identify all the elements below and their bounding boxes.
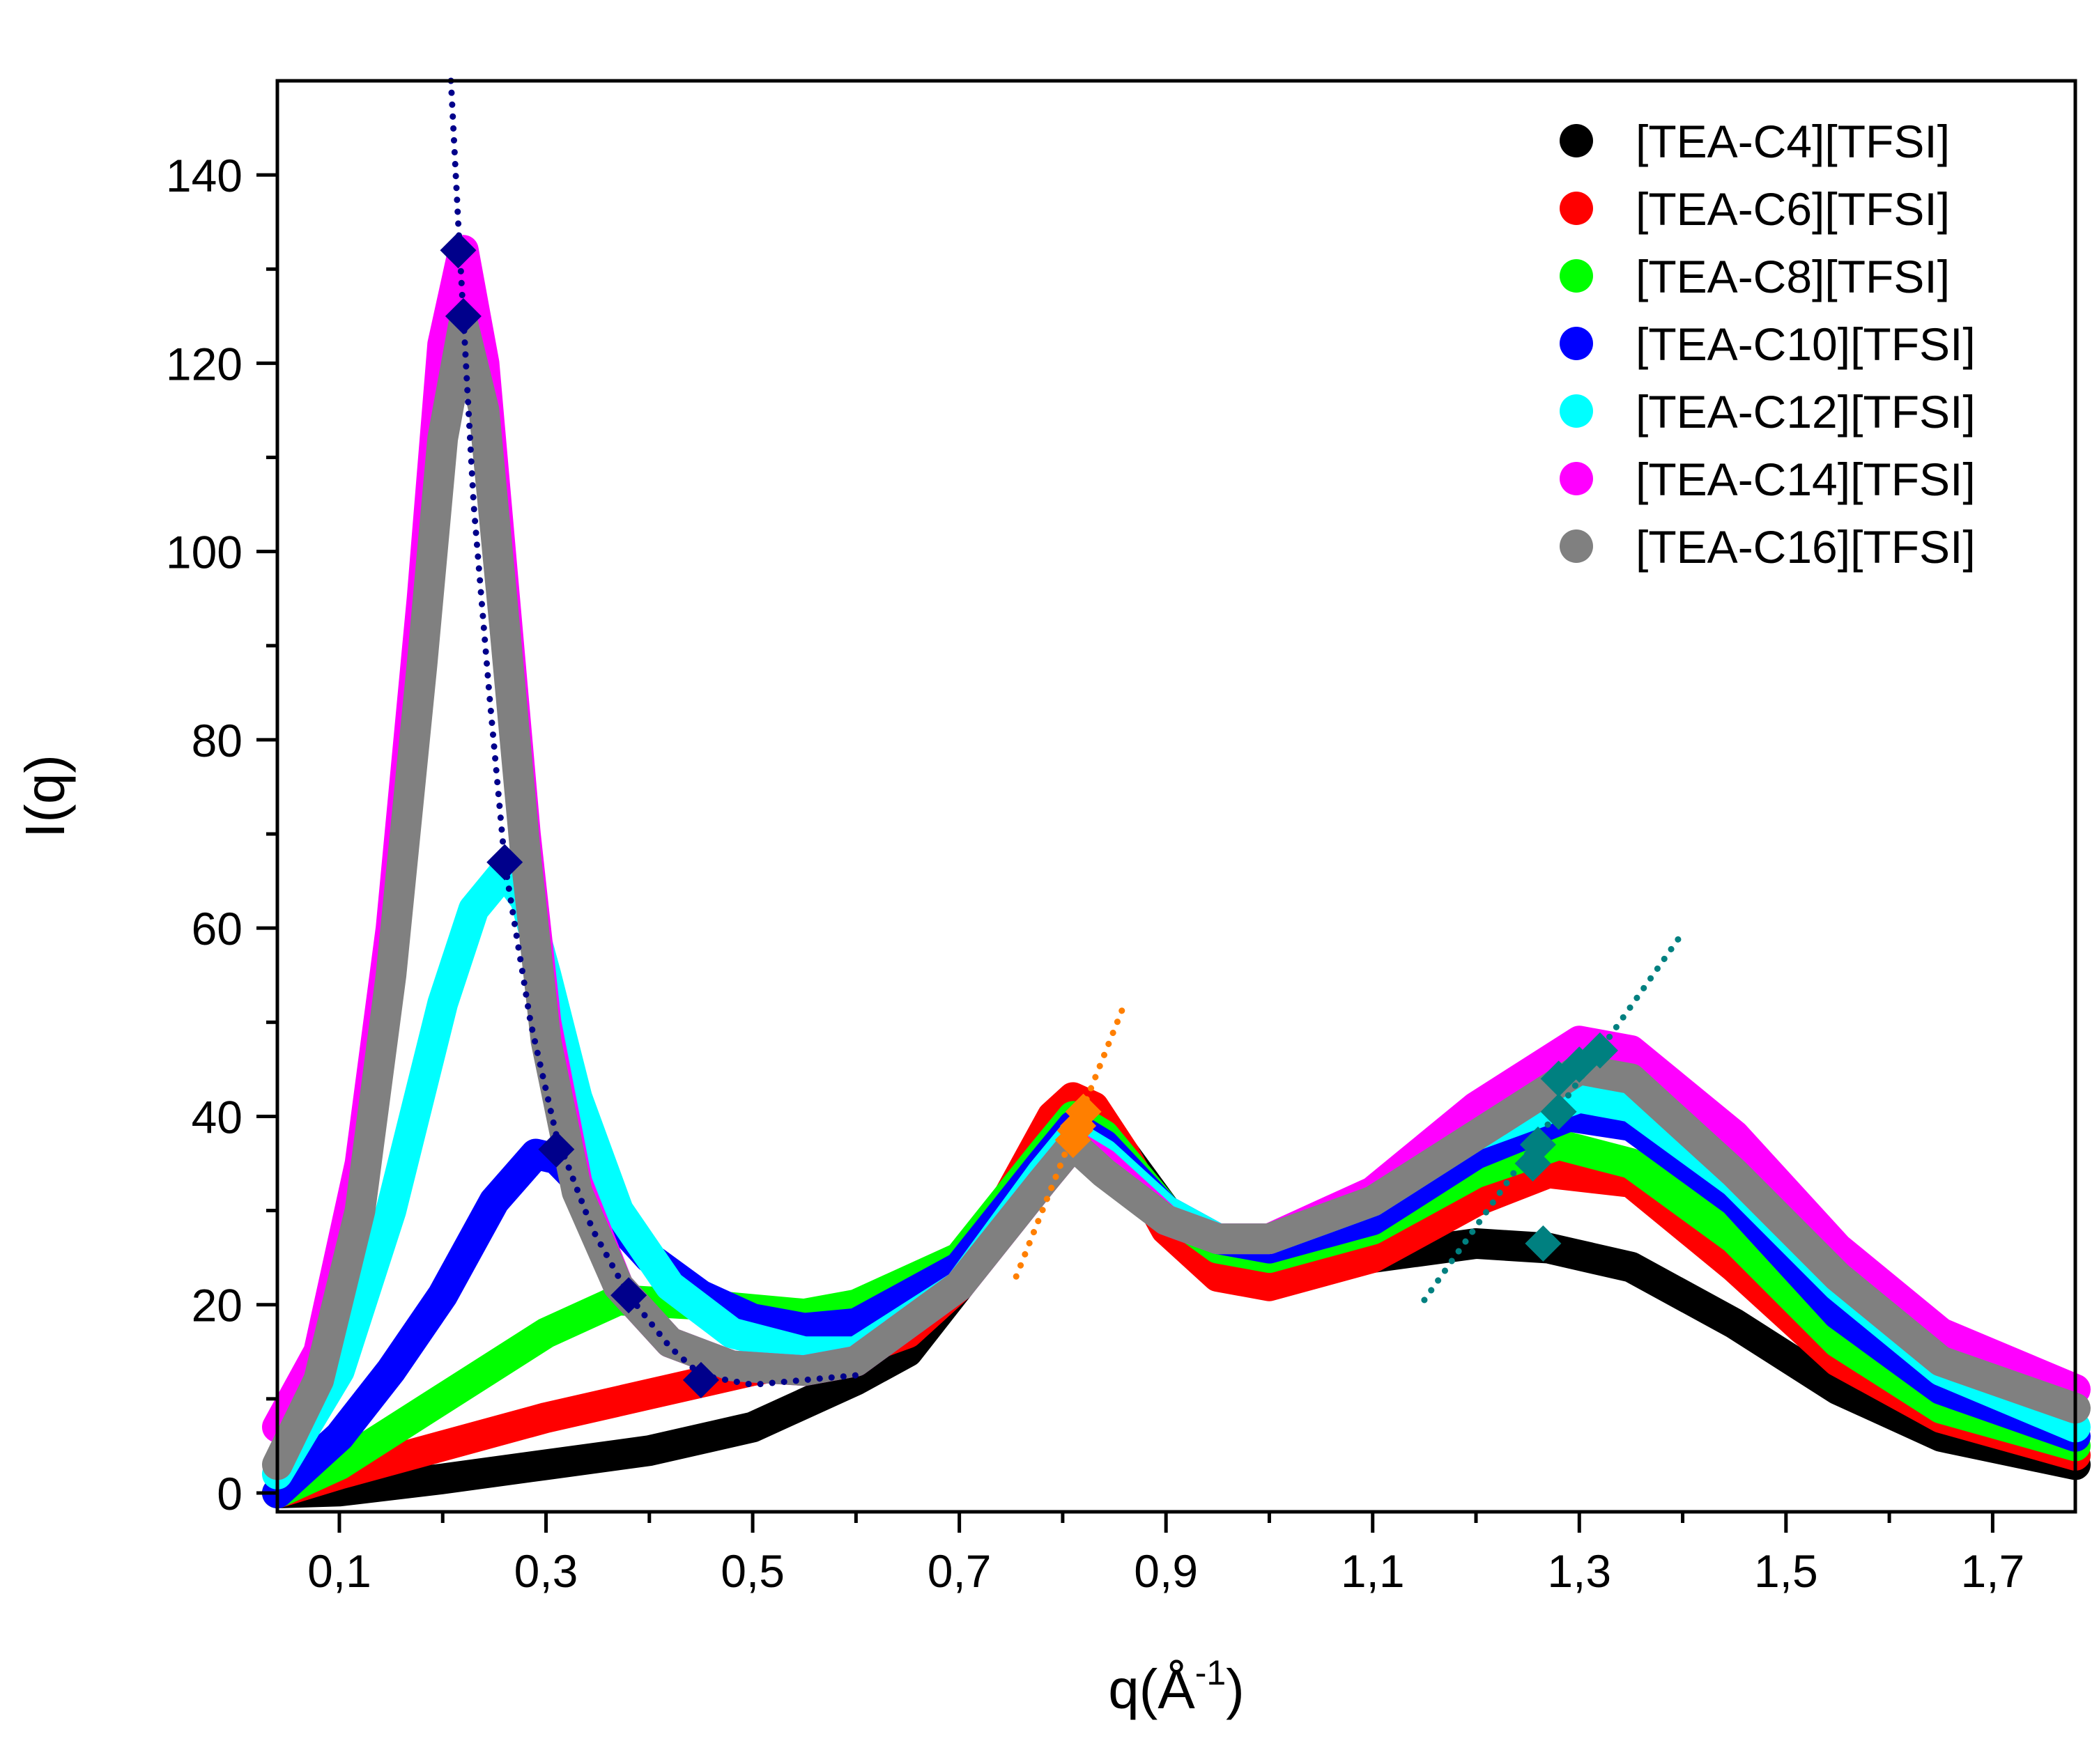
y-tick-label: 60 xyxy=(192,903,243,954)
x-tick-label: 0,7 xyxy=(928,1545,992,1597)
y-tick-label: 0 xyxy=(217,1468,243,1519)
legend-swatch xyxy=(1560,327,1593,360)
legend-label: [TEA-C8][TFSI] xyxy=(1636,251,1950,302)
x-tick-label: 0,5 xyxy=(721,1545,785,1597)
y-tick-label: 80 xyxy=(192,715,243,766)
peak-marker-low-q xyxy=(445,297,482,334)
y-tick-label: 100 xyxy=(166,527,243,578)
legend-swatch xyxy=(1560,124,1593,157)
series-layer xyxy=(262,235,2091,1508)
x-axis-title-main: q(Å xyxy=(1108,1658,1195,1720)
peak-marker-low-q xyxy=(610,1277,647,1314)
peak-marker-high-q xyxy=(1519,1126,1556,1163)
legend-label: [TEA-C4][TFSI] xyxy=(1636,116,1950,167)
x-axis-title-close: ) xyxy=(1226,1658,1245,1720)
x-axis-title: q(Å-1) xyxy=(1108,1653,1245,1720)
x-tick-label: 1,1 xyxy=(1341,1545,1405,1597)
peak-marker-high-q xyxy=(1540,1093,1577,1130)
x-tick-label: 0,1 xyxy=(307,1545,371,1597)
peak-marker-low-q xyxy=(486,844,523,881)
legend-label: [TEA-C12][TFSI] xyxy=(1636,386,1976,438)
plot-frame xyxy=(275,79,2077,1514)
peak-marker-low-q xyxy=(682,1361,719,1398)
y-axis-ticks: 0 20 40 60 80 100 120 140 xyxy=(166,150,277,1519)
legend-label: [TEA-C10][TFSI] xyxy=(1636,318,1976,370)
peak-marker-low-q xyxy=(538,1131,575,1168)
legend-swatch xyxy=(1560,462,1593,495)
peak-marker-mid-q xyxy=(1056,1112,1093,1149)
legend-label: [TEA-C16][TFSI] xyxy=(1636,521,1976,573)
legend-label: [TEA-C6][TFSI] xyxy=(1636,183,1950,235)
x-tick-label: 1,7 xyxy=(1961,1545,2025,1597)
peak-marker-high-q xyxy=(1525,1225,1562,1262)
y-tick-label: 120 xyxy=(166,338,243,389)
x-tick-label: 0,9 xyxy=(1134,1545,1198,1597)
peak-marker-high-q xyxy=(1581,1032,1618,1069)
y-axis-title: I(q) xyxy=(14,755,76,838)
legend-swatch xyxy=(1560,529,1593,563)
trend-line-mid-q xyxy=(1013,1000,1128,1280)
y-tick-label: 40 xyxy=(192,1091,243,1143)
peak-marker-low-q xyxy=(440,232,477,269)
y-tick-label: 140 xyxy=(166,150,243,201)
legend-swatch xyxy=(1560,394,1593,428)
legend: [TEA-C4][TFSI] [TEA-C6][TFSI] [TEA-C8][TFS… xyxy=(1560,116,1976,573)
x-tick-label: 0,3 xyxy=(514,1545,578,1597)
legend-label: [TEA-C14][TFSI] xyxy=(1636,454,1976,505)
x-axis-ticks: 0,1 0,3 0,5 0,7 0,9 1,1 1,3 1,5 1,7 xyxy=(307,1512,2024,1597)
x-tick-label: 1,3 xyxy=(1547,1545,1611,1597)
legend-swatch xyxy=(1560,259,1593,293)
y-tick-label: 20 xyxy=(192,1280,243,1331)
marker-layer xyxy=(440,232,1618,1398)
x-axis-title-superscript: -1 xyxy=(1195,1653,1226,1692)
legend-swatch xyxy=(1560,192,1593,225)
series-3-band xyxy=(262,1101,2091,1508)
x-tick-label: 1,5 xyxy=(1754,1545,1818,1597)
